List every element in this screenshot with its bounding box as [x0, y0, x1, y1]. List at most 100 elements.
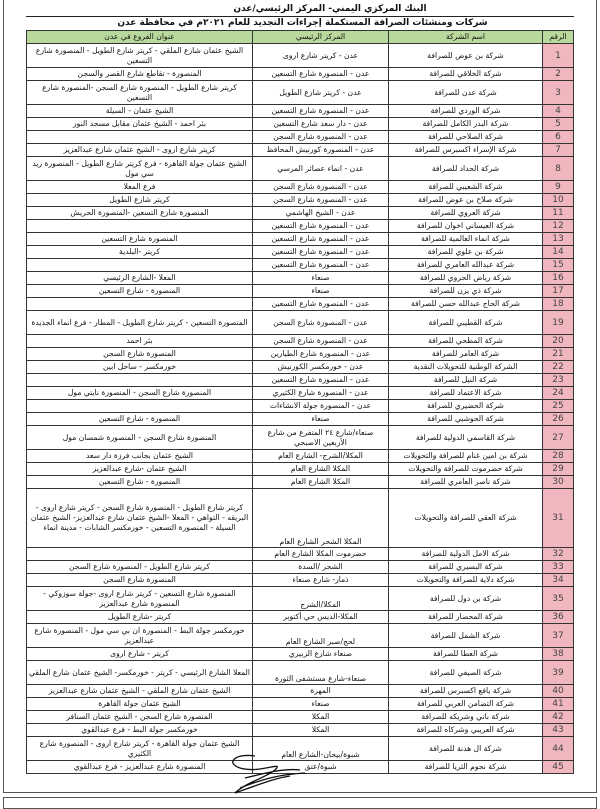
company-name: شركة عدن للصرافة	[388, 80, 543, 105]
headquarters: عدن - دار سعد شارع التسعين	[252, 117, 389, 131]
branch-addresses: كريتر شارع الطويل	[26, 193, 253, 207]
company-name: شركة الإسراء اكسبرس للصرافة	[388, 143, 543, 157]
table-row: 16 شركة رياض الحروي للصرافة صنعاء المعلا -ا…	[26, 271, 574, 285]
table-header-row: الرقم اسم الشركة المركز الرئيسي عنوان ال…	[26, 30, 574, 44]
headquarters: صنعاء	[252, 284, 389, 298]
headquarters: عدن - المنصورة شارع التسعين	[252, 219, 389, 233]
company-name: شركة العقي للصرافة والتحويلات	[388, 488, 543, 548]
headquarters: ذمار- شارع صنعاء	[252, 573, 389, 587]
table-row: 7 شركة الإسراء اكسبرس للصرافة عدن - المنصو…	[26, 143, 574, 157]
company-name: شركة حضرموت للصرافة والتحويلات	[388, 462, 543, 476]
headquarters: شبوة/بيحان-الشارع العام	[252, 736, 389, 761]
table-row: 34 شركة دلاية للصرافة والتحويلات ذمار- شار…	[26, 573, 574, 587]
headquarters: عدن - الشيخ الهاشمي	[252, 206, 389, 220]
column-header-branches: عنوان الفروع في عدن	[26, 30, 253, 44]
company-name: شركة دلاية للصرافة والتحويلات	[388, 573, 543, 587]
headquarters: حضرموت المكلا الشارع العام	[252, 547, 389, 561]
company-name: شركة بن علوي للصرافة	[388, 245, 543, 259]
row-number: 22	[542, 360, 574, 374]
row-number: 4	[542, 104, 574, 118]
table-row: 45 شركة نجوم الثريا للصرافة شبوة/عتق المنصو…	[26, 760, 574, 774]
table-row: 20 شركة المظحي للصرافة عدن - المنصورة شارع…	[26, 334, 574, 348]
headquarters: صنعاء-شارع مستشفى الثورة	[252, 660, 389, 685]
table-row: 12 شركة العيساني اخوان للصرافة عدن - المنص…	[26, 219, 574, 233]
row-number: 42	[542, 710, 574, 724]
table-row: 40 شركة يافع اكسبرس للصرافة المهرة الشيخ عث…	[26, 684, 574, 698]
row-number: 8	[542, 156, 574, 181]
headquarters: الشحر /السدة	[252, 560, 389, 574]
row-number: 3	[542, 80, 574, 105]
branch-addresses: المنصورة شارع التسعين -المنصورة الحريش	[26, 206, 253, 220]
row-number: 38	[542, 647, 574, 661]
branch-addresses: الشيخ عثمان شارع الملقي - الشيخ عثمان شا…	[26, 684, 253, 698]
document-title: البنك المركزي اليمني- المركز الرئيسي/عدن	[233, 4, 427, 14]
company-name: شركة العيساني اخوان للصرافة	[388, 219, 543, 233]
row-number: 6	[542, 130, 574, 144]
headquarters: عدن - كريتر شارع اروى	[252, 43, 389, 68]
headquarters: عدن - المنصورة جولة الانشاءات	[252, 399, 389, 413]
row-number: 41	[542, 697, 574, 711]
headquarters: عدن - المنصورة شارع الطيارين	[252, 347, 389, 361]
branch-addresses: المنصورة شارع السجن - المنصورة نايتي مول	[26, 386, 253, 400]
company-name: شركة الشعيبي للصرافة	[388, 180, 543, 194]
company-name: شركة الوردي للصرافة	[388, 104, 543, 118]
table-row: 1 شركة بن عوض للصرافة عدن - كريتر شارع ارو…	[26, 43, 574, 68]
branch-addresses	[26, 297, 253, 311]
row-number: 30	[542, 475, 574, 489]
company-name: شركة عبدالله العامري للصرافة	[388, 258, 543, 272]
company-name: شركة باني وشريكه للصرافة	[388, 710, 543, 724]
row-number: 33	[542, 560, 574, 574]
table-row: 6 شركة الصلاحي للصرافة عدن - المنصورة شارع…	[26, 130, 574, 144]
row-number: 36	[542, 610, 574, 624]
company-name: شركة بن دول للصرافة	[388, 586, 543, 611]
headquarters: المكلا-الديس حي أكتوبر	[252, 610, 389, 624]
row-number: 16	[542, 271, 574, 285]
company-name: شركة الصيفي للصرافة	[388, 660, 543, 685]
table-row: 3 شركة عدن للصرافة عدن - كريتر شارع الطويل…	[26, 80, 574, 105]
headquarters: المكلا/الشرج	[252, 586, 389, 611]
branch-addresses: المنصورة - تقاطع شارع القصر والسجن	[26, 67, 253, 81]
row-number: 15	[542, 258, 574, 272]
branch-addresses: الشيخ عثمان جولة القاهرة	[26, 697, 253, 711]
row-number: 27	[542, 425, 574, 450]
row-number: 11	[542, 206, 574, 220]
headquarters: عدن - خورمكسر الكورنيش	[252, 360, 389, 374]
branch-addresses: خورمكسر جولة البط - فرع عبدالقوي	[26, 723, 253, 737]
headquarters: المكلا الشارع العام	[252, 475, 389, 489]
branch-addresses: بئر احمد	[26, 334, 253, 348]
table-row: 14 شركة بن علوي للصرافة عدن - المنصورة شار…	[26, 245, 574, 259]
branch-addresses: كريتر - شارع اروى	[26, 647, 253, 661]
headquarters: عدن - المنصورة شارع التسعين	[252, 67, 389, 81]
company-name: شركة الامل الدولية للصرافة	[388, 547, 543, 561]
headquarters: عدن - انماء عصائر المرسي	[252, 156, 389, 181]
headquarters: المكلا الشارع العام	[252, 462, 389, 476]
company-name: شركة بن امين غنام للصرافة والتحويلات	[388, 449, 543, 463]
table-row: 11 شركة العروي للصرافة عدن - الشيخ الهاشمي…	[26, 206, 574, 220]
row-number: 44	[542, 736, 574, 761]
row-number: 5	[542, 117, 574, 131]
row-number: 17	[542, 284, 574, 298]
table-row: 4 شركة الوردي للصرافة عدن - المنصورة شارع …	[26, 104, 574, 118]
headquarters: المهرة	[252, 684, 389, 698]
company-name: شركة ناصر العامري للصرافة	[388, 475, 543, 489]
headquarters: عدن - المنصورة شارع السجن	[252, 334, 389, 348]
row-number: 29	[542, 462, 574, 476]
headquarters: عدن - كريتر شارع الطويل	[252, 80, 389, 105]
company-name: شركة نجوم الثريا للصرافة	[388, 760, 543, 774]
headquarters: المكلا/الشرج- الشارع العام	[252, 449, 389, 463]
headquarters: لحج/صبر الشارع العام	[252, 623, 389, 648]
company-name: شركة صلاح بن عوض للصرافة	[388, 193, 543, 207]
table-row: 39 شركة الصيفي للصرافة صنعاء-شارع مستشفى ا…	[26, 660, 574, 685]
branch-addresses	[26, 399, 253, 413]
column-header-headquarters: المركز الرئيسي	[252, 30, 389, 44]
row-number: 13	[542, 232, 574, 246]
row-number: 37	[542, 623, 574, 648]
row-number: 21	[542, 347, 574, 361]
company-name: شركة يافع اكسبرس للصرافة	[388, 684, 543, 698]
headquarters: صنعاء	[252, 697, 389, 711]
page-border	[3, 0, 597, 793]
company-name: شركة بن عوض للصرافة	[388, 43, 543, 68]
branch-addresses: المنصورة شارع السجن - الشيخ عثمان السناف…	[26, 710, 253, 724]
branch-addresses: كريتر شارع الطويل - المنصورة شارع السجن	[26, 560, 253, 574]
branch-addresses: كريتر -البلدية	[26, 245, 253, 259]
